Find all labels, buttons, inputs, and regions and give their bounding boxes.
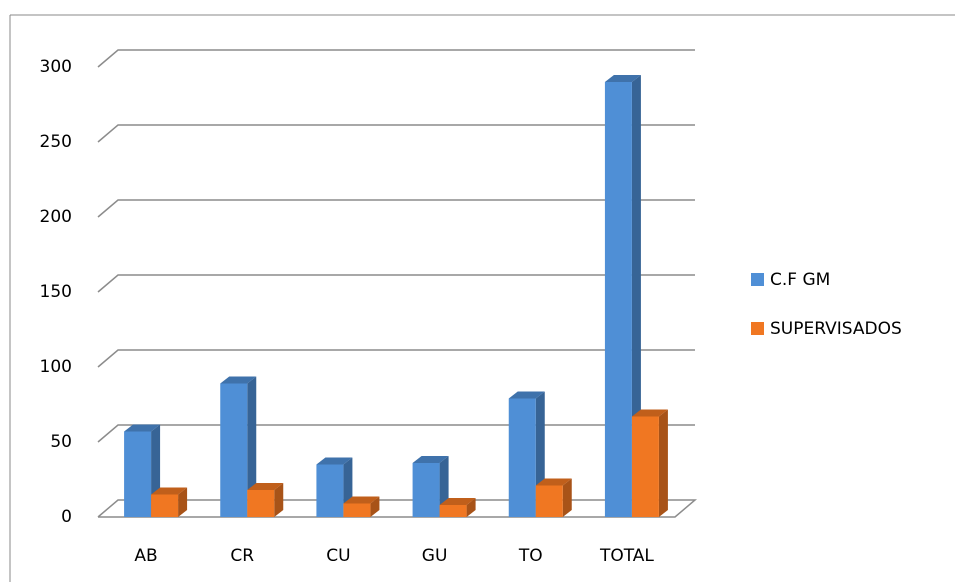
legend-label: SUPERVISADOS — [770, 319, 902, 339]
x-tick-label: GU — [422, 546, 448, 566]
bar-side — [631, 75, 641, 517]
y-tick-label: 100 — [40, 357, 72, 377]
y-tick-label: 50 — [50, 432, 72, 452]
grid-line — [97, 499, 698, 518]
bar-top — [247, 483, 284, 490]
bar-side — [247, 376, 257, 517]
bar-side — [466, 498, 476, 517]
x-tick-label: AB — [134, 546, 157, 566]
bar-top — [631, 409, 668, 417]
bar — [247, 490, 275, 517]
bar-side — [658, 409, 668, 517]
bar — [151, 494, 179, 517]
x-tick-label: TO — [518, 546, 543, 566]
legend-swatch — [751, 273, 764, 286]
bar-side — [274, 483, 284, 517]
grid-line — [97, 199, 695, 218]
y-tick-label: 150 — [40, 282, 72, 302]
bar — [343, 503, 371, 517]
bar — [124, 431, 152, 517]
bar — [604, 82, 632, 517]
y-tick-label: 200 — [40, 207, 72, 227]
bar — [508, 398, 536, 517]
bar-top — [535, 478, 572, 486]
bar-top — [220, 376, 257, 384]
grid-line — [97, 349, 695, 368]
x-tick-label: CU — [326, 546, 350, 566]
bar — [220, 383, 248, 517]
bar-top — [439, 498, 476, 505]
grid-line — [97, 124, 695, 143]
bar-side — [562, 478, 572, 517]
bar-top — [316, 457, 353, 465]
bar — [631, 416, 659, 517]
y-tick-label: 300 — [40, 57, 72, 77]
bar-top — [604, 75, 641, 82]
bar-top — [124, 424, 161, 432]
bar-side — [178, 487, 188, 517]
bar-top — [508, 391, 545, 399]
grid-line — [97, 274, 695, 293]
x-tick-label: TOTAL — [599, 546, 654, 566]
bar — [439, 505, 467, 517]
bar — [316, 464, 344, 517]
grid-line — [97, 49, 695, 68]
bar-top — [343, 496, 380, 504]
bar-top — [151, 487, 188, 495]
bar-top — [412, 456, 449, 463]
legend-label: C.F GM — [770, 270, 830, 290]
y-tick-label: 250 — [40, 132, 72, 152]
grid-line — [97, 424, 695, 443]
bar-side — [370, 496, 380, 517]
y-tick-label: 0 — [61, 507, 72, 527]
legend-swatch — [751, 322, 764, 335]
x-tick-label: CR — [230, 546, 254, 566]
bar — [412, 463, 440, 517]
bar — [535, 485, 563, 517]
